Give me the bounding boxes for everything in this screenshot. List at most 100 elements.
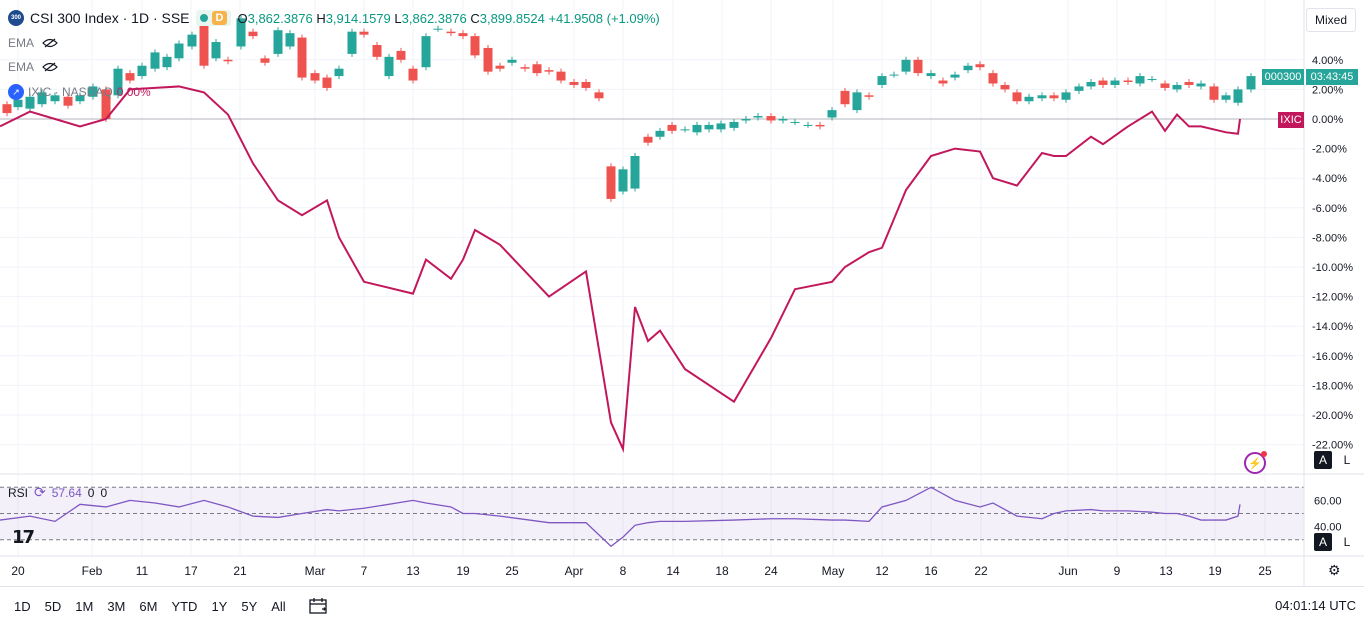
candle-body bbox=[1233, 89, 1243, 103]
price-tick-label: 2.00% bbox=[1312, 84, 1343, 96]
candle-body bbox=[729, 121, 739, 128]
range-5d[interactable]: 5D bbox=[44, 598, 62, 614]
compare-symbol-legend[interactable]: ↗ IXIC · NASDAQ 0.00% bbox=[8, 84, 151, 100]
chart-canvas[interactable]: 20 Feb 11 17 21 Mar 7 13 19 25 Apr 8 14 18 24 May 12 16 22… bbox=[0, 0, 1364, 586]
candle-body bbox=[347, 31, 357, 54]
hidden-eye-icon[interactable] bbox=[42, 62, 58, 72]
time-tick-label: May bbox=[822, 564, 845, 578]
rsi-legend[interactable]: RSI ⟳ 57.64 0 0 bbox=[8, 484, 108, 500]
auto-scale-button[interactable]: A bbox=[1314, 451, 1332, 469]
notification-dot bbox=[1261, 451, 1267, 457]
candle-body bbox=[864, 95, 874, 97]
ohlc-values: O3,862.3876 H3,914.1579 L3,862.3876 C3,8… bbox=[237, 10, 660, 26]
candle-body bbox=[470, 36, 480, 56]
symbol-price-tag: 000300 bbox=[1262, 69, 1304, 85]
chart-legend: 300 CSI 300 Index · 1D · SSE D O3,862.38… bbox=[8, 10, 660, 26]
price-tick-label: 0.00% bbox=[1312, 114, 1343, 126]
hidden-eye-icon[interactable] bbox=[42, 38, 58, 48]
range-1m[interactable]: 1M bbox=[75, 598, 94, 614]
time-tick-label: 22 bbox=[974, 564, 988, 578]
price-tick-label: -4.00% bbox=[1312, 173, 1347, 185]
candle-body bbox=[716, 123, 726, 130]
candle-body bbox=[1221, 95, 1231, 100]
rsi-log-scale-button[interactable]: L bbox=[1338, 533, 1356, 551]
market-status-badge[interactable]: D bbox=[195, 10, 232, 26]
candle-body bbox=[766, 116, 776, 121]
tradingview-logo[interactable]: 17 bbox=[12, 527, 35, 548]
price-tick-label: -2.00% bbox=[1312, 144, 1347, 156]
candle-body bbox=[359, 31, 369, 35]
candle-body bbox=[840, 90, 850, 105]
range-ytd[interactable]: YTD bbox=[171, 598, 198, 614]
range-all[interactable]: All bbox=[271, 598, 286, 614]
candle-body bbox=[926, 73, 936, 77]
scale-mode-button[interactable]: Mixed bbox=[1306, 8, 1356, 32]
candle-body bbox=[13, 99, 23, 108]
rsi-auto-scale-button[interactable]: A bbox=[1314, 533, 1332, 551]
candle-body bbox=[483, 47, 493, 72]
candle-body bbox=[433, 28, 443, 30]
range-3m[interactable]: 3M bbox=[107, 598, 126, 614]
date-range-calendar-icon[interactable] bbox=[308, 597, 330, 615]
candle-body bbox=[877, 76, 887, 85]
candle-body bbox=[643, 136, 653, 143]
candle-body bbox=[667, 124, 677, 131]
time-tick-label: 19 bbox=[456, 564, 470, 578]
candle-body bbox=[260, 58, 270, 63]
utc-clock[interactable]: 04:01:14 UTC bbox=[1275, 598, 1356, 613]
candle-body bbox=[37, 92, 47, 105]
time-tick-label: Mar bbox=[305, 564, 326, 578]
ema-indicator-2[interactable]: EMA bbox=[8, 60, 58, 74]
range-6m[interactable]: 6M bbox=[139, 598, 158, 614]
time-tick-label: 12 bbox=[875, 564, 889, 578]
candle-body bbox=[520, 67, 530, 69]
lightning-icon[interactable]: ⚡ bbox=[1244, 451, 1267, 474]
candle-body bbox=[938, 80, 948, 84]
ema-indicator-1[interactable]: EMA bbox=[8, 36, 58, 50]
price-tick-label: -6.00% bbox=[1312, 203, 1347, 215]
symbol-logo-icon: 300 bbox=[8, 10, 24, 26]
candle-body bbox=[852, 92, 862, 111]
settings-gear-icon[interactable]: ⚙ bbox=[1328, 562, 1341, 578]
time-tick-label: 25 bbox=[1258, 564, 1272, 578]
candle-body bbox=[285, 33, 295, 47]
candle-body bbox=[1074, 86, 1084, 91]
candle-body bbox=[1160, 83, 1170, 88]
candle-body bbox=[372, 45, 382, 57]
candle-body bbox=[1086, 82, 1096, 87]
candle-body bbox=[334, 68, 344, 77]
candle-body bbox=[446, 31, 456, 34]
candle-body bbox=[950, 74, 960, 78]
time-tick-label: 14 bbox=[666, 564, 680, 578]
candle-body bbox=[1184, 82, 1194, 85]
symbol-title[interactable]: CSI 300 Index · 1D · SSE bbox=[30, 10, 190, 26]
candle-body bbox=[310, 73, 320, 81]
candle-body bbox=[101, 89, 111, 119]
price-tick-label: -16.00% bbox=[1312, 351, 1353, 363]
range-1y[interactable]: 1Y bbox=[211, 598, 228, 614]
candle-body bbox=[692, 124, 702, 133]
time-tick-label: 24 bbox=[764, 564, 778, 578]
candle-body bbox=[1024, 96, 1034, 102]
time-tick-label: 7 bbox=[361, 564, 368, 578]
ixic-series-line bbox=[0, 85, 1241, 453]
price-tick-label: -18.00% bbox=[1312, 380, 1353, 392]
candle-body bbox=[495, 65, 505, 69]
candle-body bbox=[458, 33, 468, 37]
candle-body bbox=[162, 56, 172, 68]
range-5y[interactable]: 5Y bbox=[241, 598, 258, 614]
bottom-toolbar: 1D 5D 1M 3M 6M YTD 1Y 5Y All 04:01:14 UT… bbox=[0, 586, 1364, 625]
candle-body bbox=[273, 30, 283, 54]
log-scale-button[interactable]: L bbox=[1338, 451, 1356, 469]
candle-body bbox=[1110, 80, 1120, 85]
candle-body bbox=[187, 34, 197, 47]
candle-body bbox=[630, 156, 640, 189]
candle-body bbox=[223, 59, 233, 62]
candle-body bbox=[594, 92, 604, 99]
range-1d[interactable]: 1D bbox=[14, 598, 31, 614]
time-tick-label: Feb bbox=[82, 564, 103, 578]
market-open-icon bbox=[199, 14, 208, 22]
rsi-tick-label: 40.00 bbox=[1314, 522, 1342, 534]
candle-body bbox=[150, 52, 160, 69]
candle-body bbox=[1147, 79, 1157, 81]
